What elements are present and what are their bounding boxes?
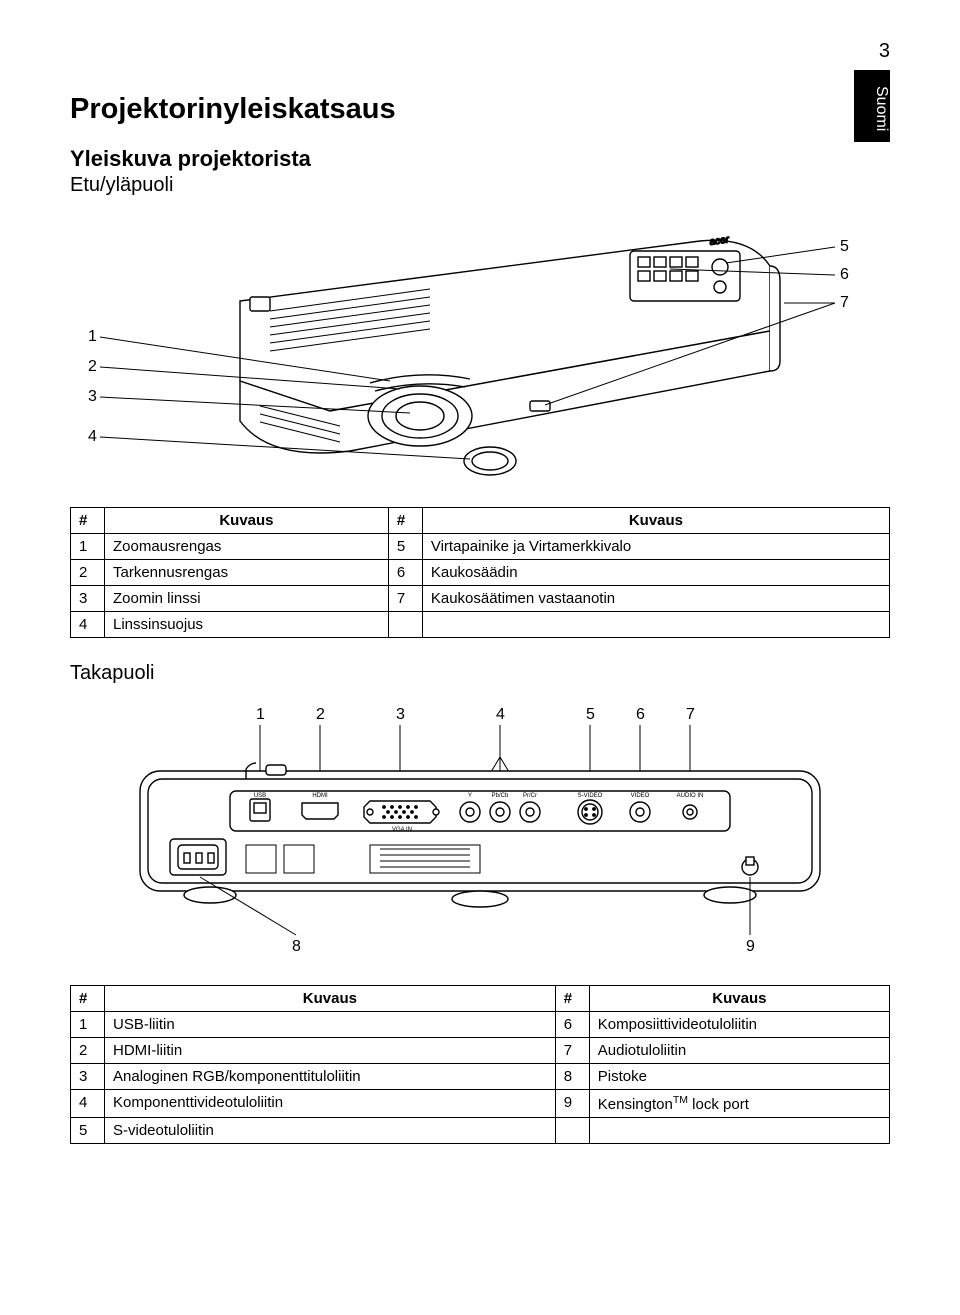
d1-label-5: 5 — [840, 238, 849, 255]
table1-header-left: Kuvaus — [105, 508, 389, 534]
table-row: 4Linssinsuojus — [71, 612, 890, 638]
page-number: 3 — [70, 40, 890, 63]
svg-text:7: 7 — [686, 706, 695, 723]
svg-text:AUDIO IN: AUDIO IN — [677, 793, 704, 799]
page-title: Projektorinyleiskatsaus — [70, 93, 890, 126]
table-row: 3Zoomin linssi 7Kaukosäätimen vastaanoti… — [71, 586, 890, 612]
svg-text:S-VIDEO: S-VIDEO — [578, 793, 603, 799]
svg-text:5: 5 — [586, 706, 595, 723]
svg-text:Y: Y — [468, 793, 472, 799]
table2-hash2: # — [555, 986, 589, 1012]
svg-text:Pr/Cr: Pr/Cr — [523, 793, 537, 799]
table-row: 1Zoomausrengas 5Virtapainike ja Virtamer… — [71, 534, 890, 560]
table-row: 5S-videotuloliitin — [71, 1118, 890, 1144]
table2-hash1: # — [71, 986, 105, 1012]
svg-text:6: 6 — [636, 706, 645, 723]
diagram-front-top: 1 2 3 4 5 6 7 acer — [70, 211, 890, 491]
svg-text:4: 4 — [496, 706, 505, 723]
svg-text:9: 9 — [746, 938, 755, 955]
svg-text:1: 1 — [256, 706, 265, 723]
table1-hash2: # — [388, 508, 422, 534]
section1-subheading: Etu/yläpuoli — [70, 174, 890, 197]
svg-text:USB: USB — [254, 793, 266, 799]
d1-label-6: 6 — [840, 266, 849, 283]
diagram-rear: 1 2 3 4 5 6 7 — [70, 699, 890, 969]
table1-hash1: # — [71, 508, 105, 534]
table2-header-right: Kuvaus — [589, 986, 889, 1012]
table1-header-right: Kuvaus — [422, 508, 889, 534]
svg-text:2: 2 — [316, 706, 325, 723]
svg-text:VGA IN: VGA IN — [392, 827, 412, 833]
d1-label-7: 7 — [840, 294, 849, 311]
table-front: # Kuvaus # Kuvaus 1Zoomausrengas 5Virtap… — [70, 507, 890, 638]
d1-label-3: 3 — [88, 388, 97, 405]
table-row: 4Komponenttivideotuloliitin 9KensingtonT… — [71, 1090, 890, 1118]
svg-text:Pb/Cb: Pb/Cb — [492, 793, 509, 799]
kensington-cell: KensingtonTM lock port — [589, 1090, 889, 1118]
svg-text:8: 8 — [292, 938, 301, 955]
language-tab: Suomi — [854, 70, 890, 142]
svg-text:VIDEO: VIDEO — [631, 793, 650, 799]
d1-label-1: 1 — [88, 328, 97, 345]
table2-header-left: Kuvaus — [105, 986, 556, 1012]
d1-label-4: 4 — [88, 428, 97, 445]
table-rear: # Kuvaus # Kuvaus 1USB-liitin 6Komposiit… — [70, 985, 890, 1144]
section1-heading: Yleiskuva projektorista — [70, 146, 890, 172]
svg-text:3: 3 — [396, 706, 405, 723]
table-row: 1USB-liitin 6Komposiittivideotuloliitin — [71, 1012, 890, 1038]
table-row: 2HDMI-liitin 7Audiotuloliitin — [71, 1038, 890, 1064]
svg-text:HDMI: HDMI — [312, 793, 328, 799]
table-row: 2Tarkennusrengas 6Kaukosäädin — [71, 560, 890, 586]
section2-heading: Takapuoli — [70, 662, 890, 685]
table-row: 3Analoginen RGB/komponenttituloliitin 8P… — [71, 1064, 890, 1090]
d1-label-2: 2 — [88, 358, 97, 375]
